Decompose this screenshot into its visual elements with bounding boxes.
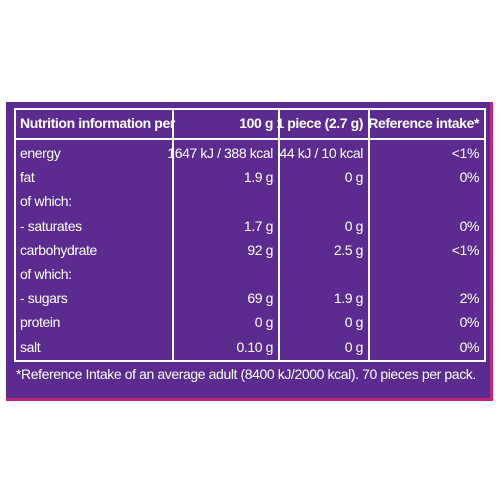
value-cell: 1.7 g (243, 217, 274, 234)
value-cell: 0 g (344, 338, 364, 355)
header-cell: 1 piece (2.7 g) (276, 115, 363, 131)
column-line (14, 108, 16, 362)
column-line (172, 108, 174, 362)
row-label: - saturates (20, 217, 82, 234)
row-label: carbohydrate (20, 241, 97, 258)
value-cell: 0 g (344, 314, 364, 331)
value-cell: 0% (459, 338, 480, 355)
value-cell: 44 kJ / 10 kcal (279, 145, 364, 161)
row-label: - sugars (20, 290, 68, 307)
column-line (278, 108, 280, 362)
value-cell: 0 g (254, 314, 274, 331)
value-cell: 0% (459, 169, 480, 186)
value-cell: 69 g (247, 290, 273, 307)
border-line (14, 108, 484, 110)
value-cell: 0% (459, 314, 480, 331)
border-line (14, 359, 484, 362)
row-label: protein (20, 314, 61, 331)
value-cell: 92 g (247, 241, 273, 258)
value-cell: 0 g (344, 217, 364, 234)
value-cell: 1647 kJ / 388 kcal (167, 145, 273, 161)
value-cell: 0.10 g (236, 338, 273, 355)
row-label: of which: (20, 193, 72, 210)
row-label: fat (20, 169, 35, 186)
header-cell: Reference intake* (368, 115, 479, 131)
column-line (484, 108, 486, 362)
value-cell: 1.9 g (243, 169, 274, 186)
value-cell: 1.9 g (333, 290, 364, 307)
value-cell: 2.5 g (333, 241, 364, 258)
value-cell: <1% (451, 145, 480, 161)
value-cell: <1% (451, 241, 480, 258)
nutrition-panel: *Reference Intake of an average adult (8… (6, 102, 493, 401)
border-line (14, 138, 484, 140)
value-cell: 0% (459, 217, 480, 234)
value-cell: 0 g (344, 169, 364, 186)
row-label: energy (20, 145, 61, 161)
footnote: *Reference Intake of an average adult (8… (16, 366, 476, 382)
column-line (368, 108, 370, 362)
row-label: of which: (20, 266, 72, 282)
row-label: salt (20, 338, 41, 355)
header-cell: 100 g (239, 115, 273, 131)
header-cell: Nutrition information per (20, 115, 175, 131)
value-cell: 2% (459, 290, 480, 307)
